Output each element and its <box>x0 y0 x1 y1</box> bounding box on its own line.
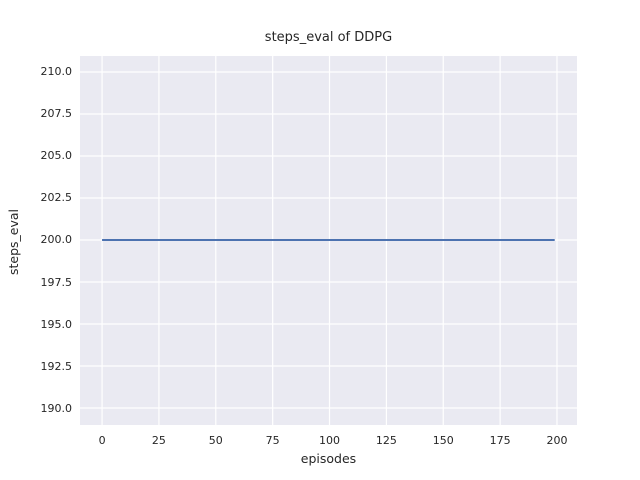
x-tick-label: 75 <box>265 434 280 447</box>
x-tick-label: 175 <box>489 434 511 447</box>
x-tick-label: 0 <box>98 434 106 447</box>
y-tick-label: 192.5 <box>40 359 73 373</box>
y-tick-label: 202.5 <box>40 191 73 205</box>
x-tick-label: 125 <box>375 434 397 447</box>
x-tick-label: 200 <box>546 434 568 447</box>
plot-area <box>80 56 577 425</box>
y-tick-label: 197.5 <box>40 275 73 289</box>
x-tick-label: 100 <box>319 434 341 447</box>
chart-title: steps_eval of DDPG <box>264 30 393 45</box>
y-axis-label: steps_eval <box>6 208 21 276</box>
y-tick-label: 207.5 <box>40 107 73 121</box>
x-tick-label: 150 <box>432 434 454 447</box>
x-axis-label: episodes <box>300 451 357 466</box>
x-tick-label: 25 <box>151 434 166 447</box>
y-tick-label: 190.0 <box>40 401 73 415</box>
y-tick-label: 195.0 <box>40 317 73 331</box>
x-tick-label: 50 <box>208 434 223 447</box>
y-tick-label: 210.0 <box>40 65 73 79</box>
y-tick-label: 200.0 <box>40 233 73 247</box>
y-tick-label: 205.0 <box>40 149 73 163</box>
chart-canvas <box>80 56 577 425</box>
